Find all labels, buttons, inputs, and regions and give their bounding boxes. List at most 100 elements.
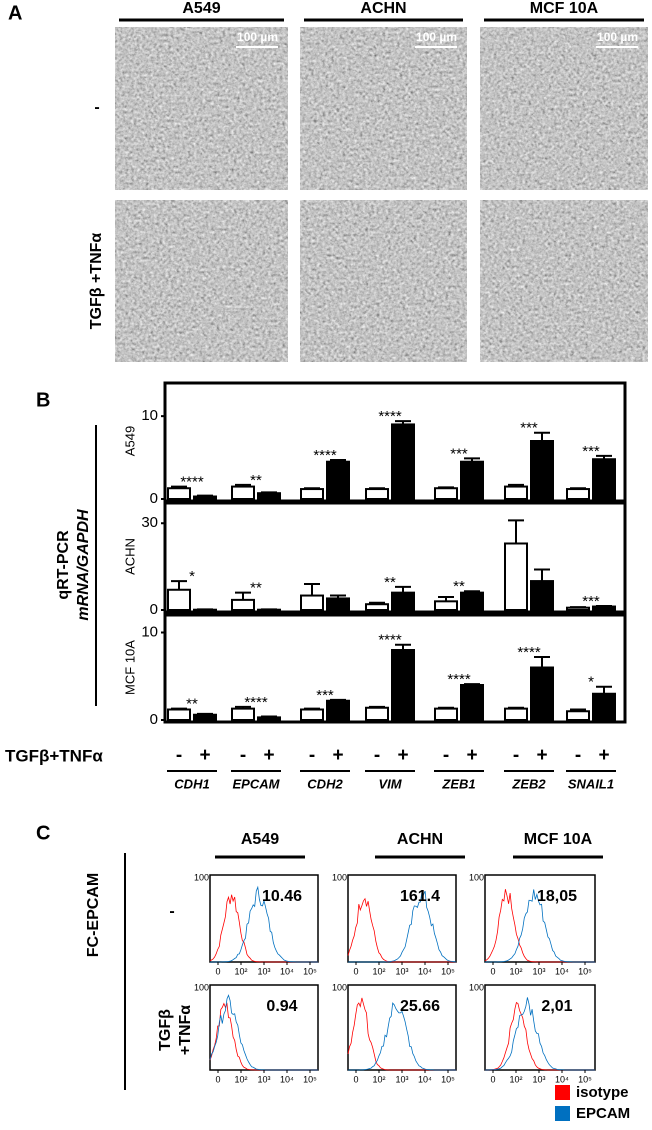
significance: ****: [447, 671, 471, 688]
panel-letter: B: [36, 389, 50, 411]
significance: ****: [244, 694, 268, 711]
significance: ****: [517, 644, 541, 661]
bar: [193, 713, 217, 721]
bar: [257, 492, 281, 501]
error-bar: [534, 568, 550, 582]
error-bar: [508, 706, 524, 709]
bar: [300, 708, 324, 721]
bar: [257, 716, 281, 721]
gene-label: VIM: [378, 776, 402, 791]
x-tick-label: 10³: [395, 966, 408, 976]
significance: ***: [450, 445, 468, 462]
panel-letter: A: [8, 2, 22, 24]
error-bar: [197, 712, 213, 715]
epcam-curve: [485, 997, 595, 1071]
treatment-sign: -: [176, 745, 182, 766]
bar: [592, 458, 616, 501]
panel-c: C A549 ACHN MCF 10A FC-EPCAM - TGFβ +TNFα 10.46 1…: [36, 822, 630, 1122]
bar: [365, 488, 389, 500]
scale-bar-label: 100 µm: [237, 30, 278, 44]
x-tick-label: 0: [215, 966, 220, 976]
significance: **: [250, 472, 262, 489]
x-tick-label: 10³: [257, 966, 270, 976]
significance: ***: [582, 593, 600, 610]
chart-ylabel: A549: [122, 426, 137, 456]
x-tick-label: 10²: [372, 966, 385, 976]
x-tick-label: 10³: [532, 966, 545, 976]
micrograph: [115, 27, 288, 190]
bar: [326, 597, 350, 612]
error-bar: [395, 420, 411, 425]
treatment-label: TGFβ+TNFα: [5, 746, 103, 765]
error-bar: [171, 707, 187, 710]
treatment-sign: -: [240, 745, 246, 766]
y-tick-label: 30: [141, 514, 158, 531]
epcam-curve: [209, 994, 318, 1071]
error-bar: [464, 457, 480, 462]
significance: ****: [313, 447, 337, 464]
bar: [434, 707, 458, 721]
gene-label: CDH2: [307, 776, 343, 791]
error-bar: [596, 454, 612, 460]
error-bar: [330, 698, 346, 701]
treatment-sign: +: [332, 745, 343, 766]
bar: [530, 440, 554, 500]
bar: [592, 692, 616, 721]
error-bar: [197, 494, 213, 497]
x-tick-label: 10²: [509, 966, 522, 976]
micrograph: [300, 27, 467, 190]
x-tick-label: 10⁴: [418, 966, 432, 976]
y-axis-title: mRNA/GAPDH: [75, 509, 92, 621]
y-max-label: 100: [469, 872, 484, 882]
plot-frame: [163, 381, 627, 503]
x-tick-label: 10³: [395, 1074, 408, 1084]
x-tick-label: 10⁵: [441, 1074, 455, 1084]
histogram-frame: [347, 984, 457, 1071]
mfi-value: 25.66: [400, 998, 440, 1015]
column-header: A549: [241, 831, 279, 848]
y-max-label: 100: [332, 872, 347, 882]
x-tick-label: 0: [215, 1074, 220, 1084]
row-label: -: [94, 99, 99, 116]
gene-label: CDH1: [174, 776, 209, 791]
bar: [566, 488, 590, 500]
legend-label: isotype: [576, 1084, 629, 1101]
error-bar: [171, 580, 187, 590]
x-tick-label: 10⁵: [578, 966, 592, 976]
error-bar: [304, 487, 320, 490]
column-header: MCF 10A: [530, 0, 599, 17]
error-bar: [395, 643, 411, 650]
row-label: +TNFα: [177, 1005, 194, 1055]
treatment-sign: -: [309, 745, 315, 766]
error-bar: [261, 491, 277, 494]
gene-label: SNAIL1: [568, 776, 614, 791]
error-bar: [570, 487, 586, 490]
gene-label: ZEB2: [511, 776, 546, 791]
error-bar: [369, 705, 385, 708]
y-tick-label: 0: [150, 601, 158, 618]
error-bar: [395, 585, 411, 593]
x-tick-label: 10²: [509, 1074, 522, 1084]
y-tick-label: 0: [150, 490, 158, 507]
bar: [460, 684, 484, 721]
bar: [530, 666, 554, 721]
bar: [460, 460, 484, 501]
y-tick-label: 10: [141, 407, 158, 424]
plot-frame: [163, 501, 627, 614]
significance: ****: [378, 408, 402, 425]
significance: **: [250, 580, 262, 597]
scale-bar-label: 100 µm: [597, 30, 638, 44]
treatment-sign: -: [443, 745, 449, 766]
y-max-label: 100: [194, 872, 209, 882]
treatment-sign: +: [466, 745, 477, 766]
significance: **: [186, 696, 198, 713]
treatment-sign: -: [374, 745, 380, 766]
error-bar: [596, 604, 612, 607]
histogram-frame: [209, 984, 319, 1071]
bar: [300, 488, 324, 500]
significance: ****: [180, 474, 204, 491]
significance: **: [384, 574, 396, 591]
significance: ***: [582, 443, 600, 460]
y-max-label: 100: [194, 982, 209, 992]
